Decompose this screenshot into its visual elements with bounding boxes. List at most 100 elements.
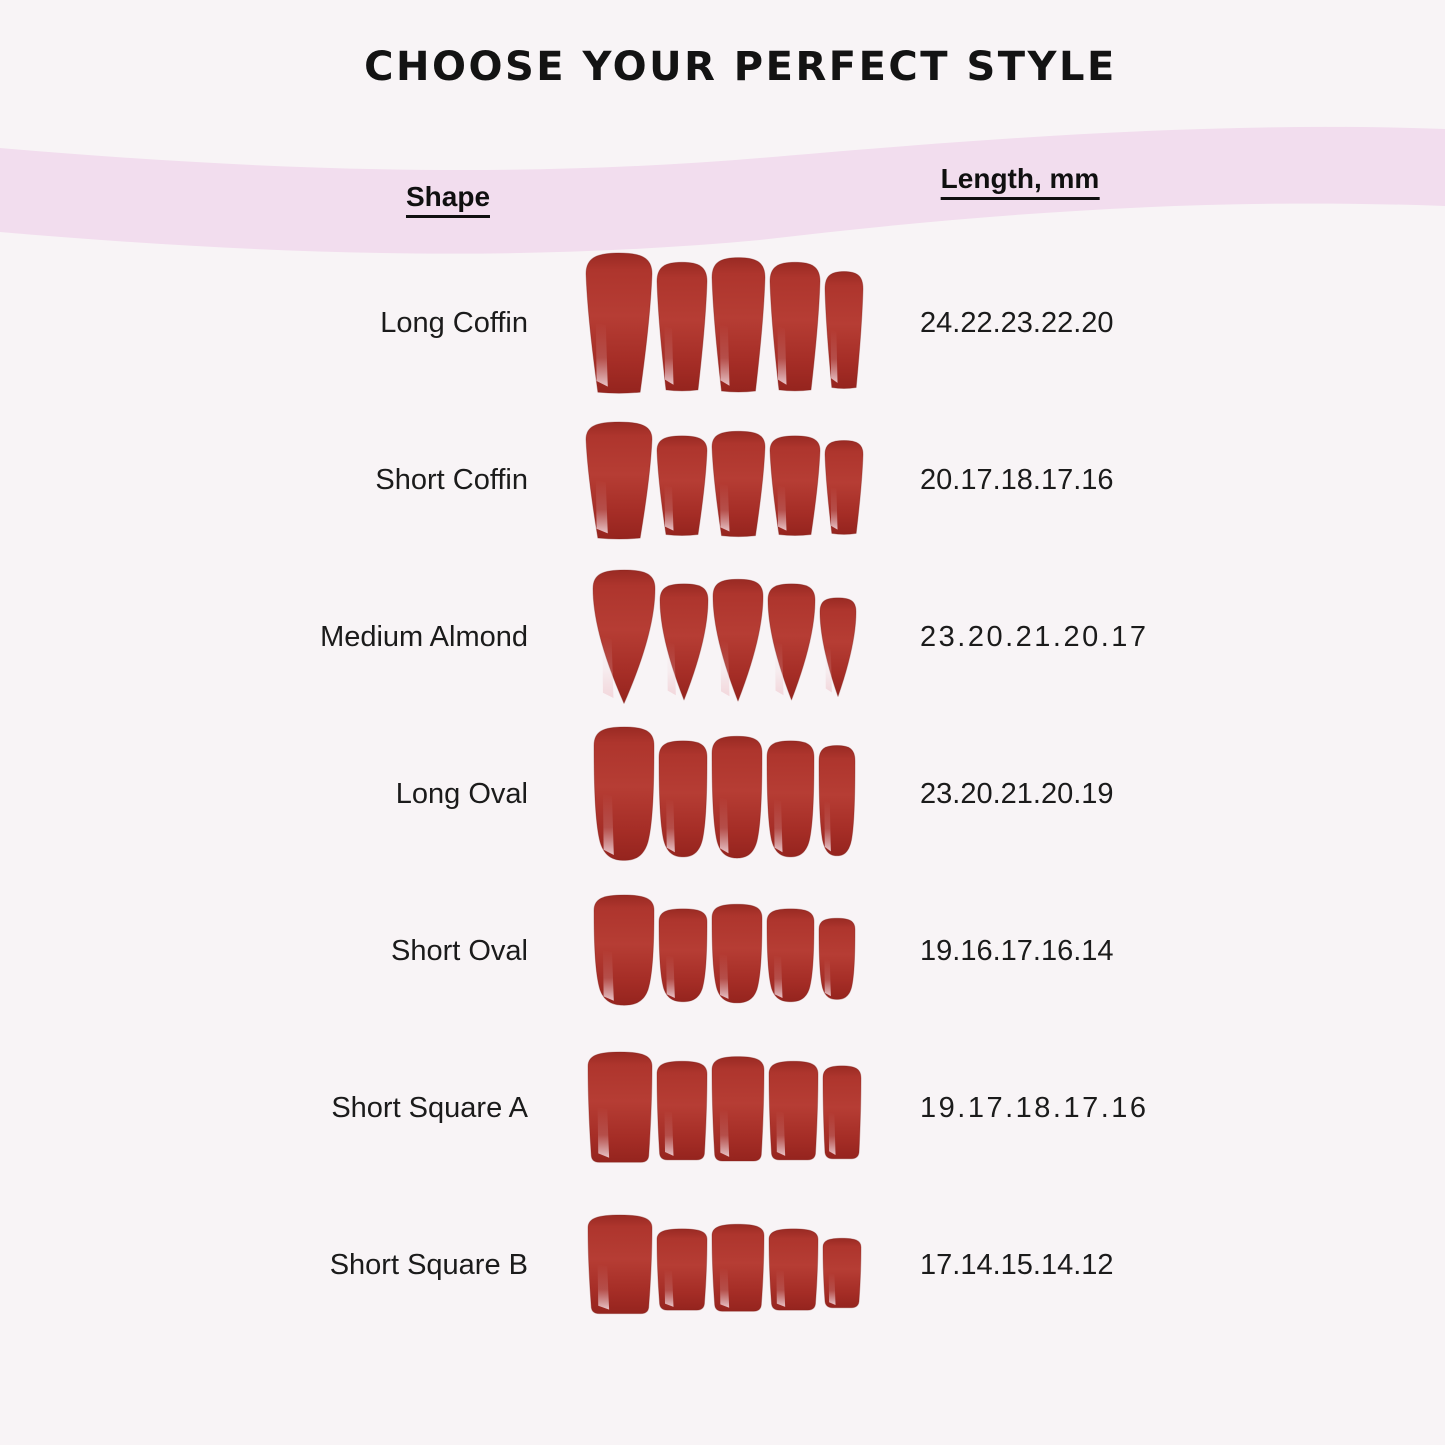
nail-5: [817, 918, 855, 1001]
nail-gloss-highlight: [595, 479, 608, 533]
nail-4: [766, 583, 815, 701]
nail-3: [711, 904, 762, 1004]
nail-gloss-highlight: [823, 959, 831, 997]
nail-gloss-highlight: [597, 1264, 609, 1310]
nail-4: [769, 434, 820, 536]
nail-3: [712, 578, 763, 702]
long-oval-red-nail-set: [593, 726, 855, 861]
nail-1: [585, 252, 653, 394]
nail-gloss-highlight: [601, 636, 613, 698]
nail-gloss-highlight: [664, 484, 673, 531]
nail-1: [593, 726, 655, 861]
length-values: 24.22.23.22.20: [920, 307, 1114, 339]
nail-gloss-highlight: [719, 1109, 729, 1158]
nail-gloss-highlight: [597, 1107, 609, 1159]
table-row: Medium Almond 23.20.21.20.17: [0, 559, 1445, 716]
table-row: Short Square B 17.14.15.14.12: [0, 1187, 1445, 1344]
nail-2: [656, 434, 707, 536]
column-header-shape: Shape: [405, 181, 491, 218]
nail-gloss-highlight: [595, 322, 608, 387]
nail-2: [656, 1228, 708, 1311]
nail-gloss-highlight: [602, 793, 614, 855]
short-square-b-nail-set-image: [528, 1214, 920, 1317]
shape-label: Long Coffin: [380, 307, 528, 339]
short-square-b-red-nail-set: [587, 1214, 861, 1315]
nail-4: [767, 1228, 818, 1311]
nail-2: [659, 583, 709, 701]
nail-gloss-highlight: [664, 1110, 674, 1157]
nail-5: [818, 597, 856, 697]
short-coffin-nail-set-image: [528, 421, 920, 541]
nail-gloss-highlight: [777, 484, 786, 531]
shape-label: Medium Almond: [320, 621, 528, 653]
nail-gloss-highlight: [773, 955, 783, 999]
nail-3: [711, 1223, 764, 1312]
nail-5: [824, 439, 863, 535]
nail-gloss-highlight: [665, 955, 675, 999]
length-values: 19.17.18.17.16: [920, 1092, 1149, 1124]
nail-gloss-highlight: [774, 641, 784, 696]
nail-3: [711, 430, 765, 537]
short-square-a-red-nail-set: [587, 1051, 861, 1164]
nail-2: [656, 261, 708, 392]
nail-gloss-highlight: [776, 325, 786, 385]
long-coffin-red-nail-set: [585, 252, 863, 394]
short-oval-nail-set-image: [528, 894, 920, 1008]
long-oval-nail-set-image: [528, 726, 920, 863]
table-row: Long Coffin 24.22.23.22.20: [0, 245, 1445, 402]
nail-2: [656, 1061, 708, 1161]
nail-gloss-highlight: [719, 1267, 729, 1308]
nail-gloss-highlight: [720, 639, 729, 696]
medium-almond-red-nail-set: [592, 569, 856, 704]
long-coffin-nail-set-image: [528, 252, 920, 395]
nail-2: [658, 908, 708, 1003]
nail-5: [817, 744, 855, 857]
nail-4: [767, 1061, 818, 1161]
table-row: Long Oval 23.20.21.20.19: [0, 716, 1445, 873]
nail-3: [711, 257, 765, 393]
nail-gloss-highlight: [775, 1110, 785, 1157]
shape-label: Short Square A: [331, 1092, 528, 1124]
nail-gloss-highlight: [665, 798, 675, 853]
nail-gloss-highlight: [773, 798, 783, 853]
table-row: Short Coffin 20.17.18.17.16: [0, 402, 1445, 559]
table-row: Short Square A 19.17.18.17.16: [0, 1030, 1445, 1187]
medium-almond-nail-set-image: [528, 569, 920, 706]
shape-label: Long Oval: [395, 778, 528, 810]
nail-gloss-highlight: [719, 953, 728, 1000]
nail-3: [711, 1056, 764, 1162]
nail-4: [765, 908, 814, 1003]
nail-gloss-highlight: [828, 1112, 836, 1156]
length-values: 23.20.21.20.19: [920, 778, 1114, 810]
nail-5: [823, 270, 863, 389]
short-coffin-red-nail-set: [585, 421, 863, 539]
column-header-length: Length, mm: [940, 163, 1100, 200]
length-values: 19.16.17.16.14: [920, 935, 1114, 967]
nail-5: [821, 1237, 861, 1309]
shape-label: Short Oval: [391, 935, 528, 967]
nail-gloss-highlight: [828, 1273, 836, 1306]
nail-gloss-highlight: [823, 800, 831, 852]
shape-label: Short Coffin: [375, 464, 528, 496]
table-row: Short Oval 19.16.17.16.14: [0, 873, 1445, 1030]
length-values: 20.17.18.17.16: [920, 464, 1114, 496]
nail-5: [821, 1065, 861, 1160]
nail-gloss-highlight: [775, 1269, 785, 1308]
nail-1: [592, 569, 656, 704]
short-oval-red-nail-set: [593, 894, 855, 1007]
nail-gloss-highlight: [719, 482, 729, 532]
nail-gloss-highlight: [719, 796, 728, 853]
nail-gloss-highlight: [830, 486, 838, 530]
nail-4: [765, 740, 814, 858]
nail-gloss-highlight: [719, 324, 729, 386]
length-values: 23.20.21.20.17: [920, 621, 1149, 653]
nail-1: [587, 1214, 653, 1315]
length-values: 17.14.15.14.12: [920, 1249, 1114, 1281]
page-title: CHOOSE YOUR PERFECT STYLE: [364, 44, 1117, 90]
style-table: Long Coffin 24.22.23.22.20 Short Coffin …: [0, 245, 1445, 1344]
nail-gloss-highlight: [602, 950, 614, 1002]
shape-label: Short Square B: [329, 1249, 528, 1281]
nail-gloss-highlight: [664, 1269, 674, 1308]
pink-wave-band: [0, 126, 1445, 254]
